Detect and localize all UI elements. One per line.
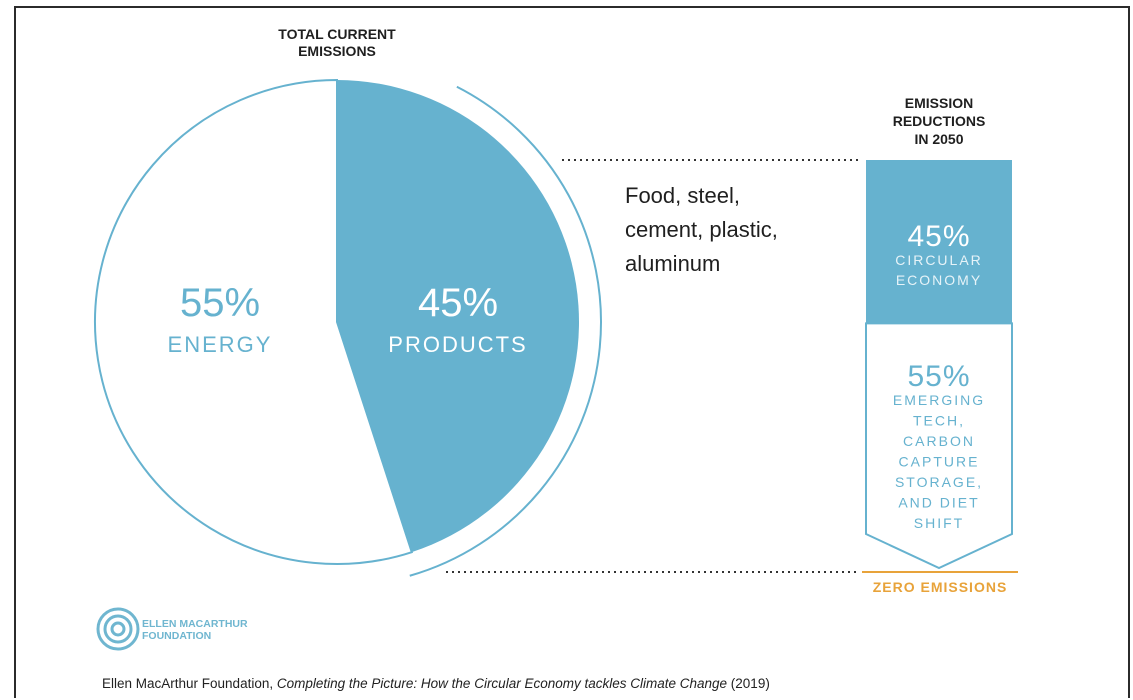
caption-title: Completing the Picture: How the Circular… xyxy=(276,676,728,691)
logo-line1: ELLEN MACARTHUR xyxy=(142,618,248,630)
pie-slice-energy xyxy=(94,78,414,565)
energy-value-label: 55% xyxy=(180,281,260,325)
reductions-column: 45%CIRCULAR ECONOMY 55%EMERGING TECH, CARBON… xyxy=(865,160,1013,570)
zero-emissions-label: ZERO EMISSIONS xyxy=(873,579,1008,595)
circular-economy-value: 45% xyxy=(907,220,970,253)
circular-economy-label: CIRCULAR ECONOMY xyxy=(895,252,983,288)
reductions-title: EMISSION REDUCTIONS IN 2050 xyxy=(893,95,986,147)
pie: 55% ENERGY 45% PRODUCTS xyxy=(94,78,579,565)
pie-slice-products xyxy=(337,80,579,553)
source-caption: Ellen MacArthur Foundation, Completing t… xyxy=(102,676,770,691)
emerging-tech-label: EMERGING TECH, CARBON CAPTURE STORAGE, AND DI… xyxy=(893,392,985,531)
products-annotation: Food, steel, cement, plastic, aluminum xyxy=(625,183,778,276)
products-slice-label: PRODUCTS xyxy=(388,332,527,357)
products-value-label: 45% xyxy=(418,281,498,325)
pie-title: TOTAL CURRENT EMISSIONS xyxy=(278,26,396,59)
reduction-segment-circular-economy xyxy=(866,160,1012,324)
caption-prefix: Ellen MacArthur Foundation, xyxy=(102,676,277,691)
logo-line2: FOUNDATION xyxy=(142,630,211,642)
products-bracket-arc xyxy=(409,85,602,577)
emerging-tech-value: 55% xyxy=(907,360,970,393)
reduction-segment-emerging-tech xyxy=(865,322,1013,570)
foundation-logo: ELLEN MACARTHUR FOUNDATION xyxy=(96,607,248,651)
logo-mark-icon xyxy=(96,607,140,651)
figure-frame xyxy=(14,6,1130,698)
energy-slice-label: ENERGY xyxy=(168,332,273,357)
caption-suffix: (2019) xyxy=(727,676,770,691)
